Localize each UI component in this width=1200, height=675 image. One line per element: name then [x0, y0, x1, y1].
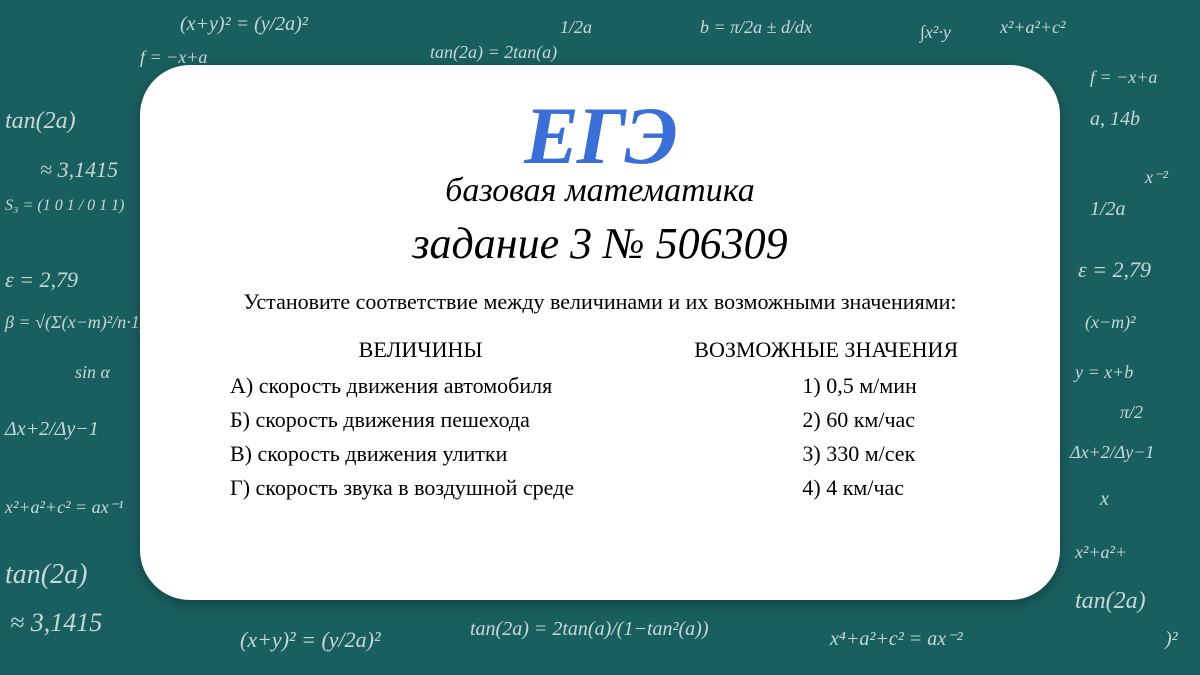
chalk-formula: x²+a²+c² = ax⁻¹ — [5, 495, 124, 520]
chalk-formula: ≈ 3,1415 — [10, 605, 102, 641]
chalk-formula: f = −x+a — [1090, 65, 1157, 90]
chalk-formula: b = π/2a ± d/dx — [700, 15, 812, 40]
chalk-formula: x²+a²+ — [1075, 540, 1127, 565]
chalk-formula: ∫x²·y — [920, 20, 951, 45]
chalk-formula: Δx+2/Δy−1 — [1070, 440, 1154, 465]
list-item: Г) скорость звука в воздушной среде — [210, 471, 631, 505]
right-column: ВОЗМОЖНЫЕ ЗНАЧЕНИЯ 1) 0,5 м/мин 2) 60 км… — [662, 333, 990, 505]
list-item: 1) 0,5 м/мин — [662, 369, 990, 403]
chalk-formula: x²+a²+c² — [1000, 15, 1065, 40]
task-number: задание 3 № 506309 — [200, 218, 1000, 269]
chalk-formula: tan(2a) — [5, 105, 76, 139]
chalk-formula: sin α — [75, 360, 110, 385]
chalk-formula: (x+y)² = (y/2a)² — [180, 10, 308, 38]
chalk-formula: Δx+2/Δy−1 — [5, 415, 99, 443]
chalk-formula: 1/2a — [1090, 195, 1126, 223]
left-column: ВЕЛИЧИНЫ А) скорость движения автомобиля… — [210, 333, 631, 505]
chalk-formula: β = √(Σ(x−m)²/n·1) — [5, 310, 146, 335]
list-item: 4) 4 км/час — [662, 471, 990, 505]
chalk-formula: tan(2a) — [5, 555, 87, 594]
list-item: А) скорость движения автомобиля — [210, 369, 631, 403]
chalk-formula: 1/2a — [560, 15, 592, 40]
instruction-text: Установите соответствие между величинами… — [200, 289, 1000, 315]
main-title: ЕГЭ — [200, 95, 1000, 177]
columns-wrapper: ВЕЛИЧИНЫ А) скорость движения автомобиля… — [200, 333, 1000, 505]
chalk-formula: (x+y)² = (y/2a)² — [240, 625, 381, 656]
subtitle: базовая математика — [200, 172, 1000, 210]
chalk-formula: ε = 2,79 — [5, 265, 78, 296]
chalk-formula: x⁻² — [1145, 165, 1168, 190]
chalk-formula: y = x+b — [1075, 360, 1133, 385]
list-item: 2) 60 км/час — [662, 403, 990, 437]
chalk-formula: ≈ 3,1415 — [40, 155, 118, 186]
chalk-formula: (x−m)² — [1085, 310, 1136, 335]
chalk-formula: x — [1100, 485, 1109, 513]
chalk-formula: tan(2a) — [1075, 585, 1146, 619]
content-card: ЕГЭ базовая математика задание 3 № 50630… — [140, 65, 1060, 600]
chalk-formula: tan(2a) = 2tan(a)/(1−tan²(a)) — [470, 615, 709, 643]
right-column-header: ВОЗМОЖНЫЕ ЗНАЧЕНИЯ — [662, 333, 990, 367]
chalk-formula: S₃ = (1 0 1 / 0 1 1) — [5, 195, 124, 217]
chalk-formula: π/2 — [1120, 400, 1143, 425]
chalk-formula: ε = 2,79 — [1078, 255, 1151, 286]
chalk-formula: tan(2a) = 2tan(a) — [430, 40, 557, 65]
left-column-header: ВЕЛИЧИНЫ — [210, 333, 631, 367]
list-item: В) скорость движения улитки — [210, 437, 631, 471]
list-item: 3) 330 м/сек — [662, 437, 990, 471]
chalk-formula: )² — [1165, 625, 1178, 653]
chalk-formula: x⁴+a²+c² = ax⁻² — [830, 625, 963, 653]
list-item: Б) скорость движения пешехода — [210, 403, 631, 437]
chalk-formula: a, 14b — [1090, 105, 1140, 133]
